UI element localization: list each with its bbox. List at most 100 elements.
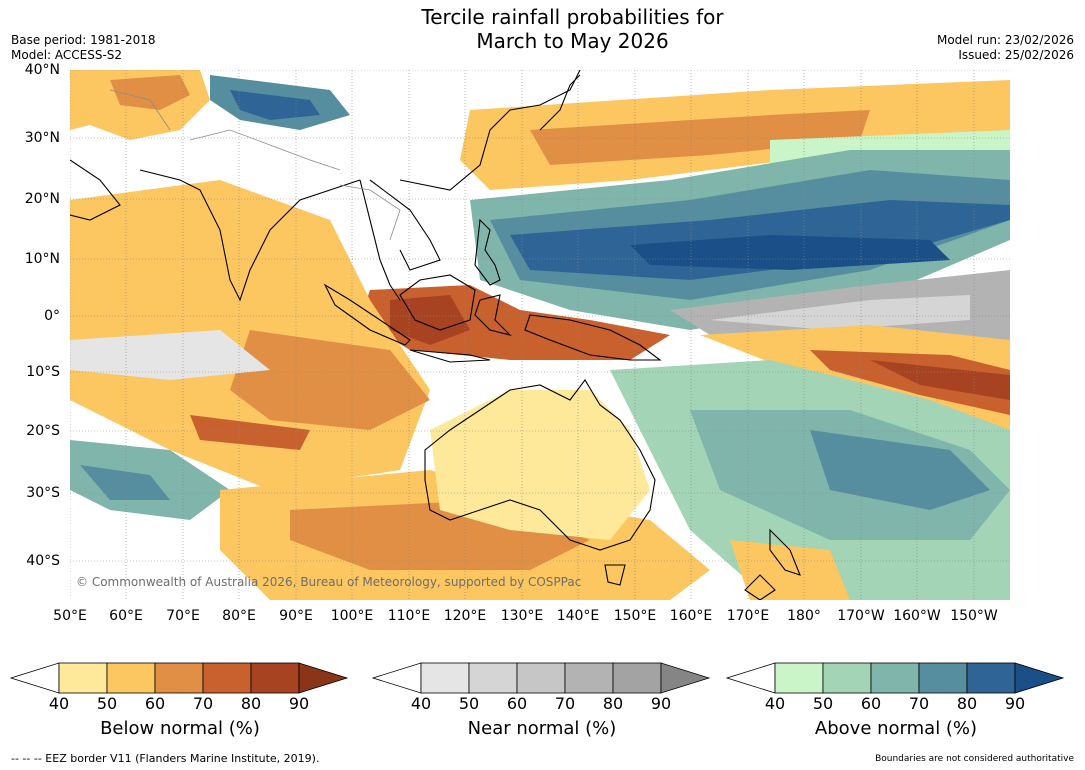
cb-above-tick-90: 90 bbox=[1004, 694, 1026, 713]
gridlines bbox=[70, 70, 1010, 600]
colorbar-above-segment bbox=[966, 662, 1016, 694]
colorbar-near bbox=[371, 662, 712, 694]
border-iran bbox=[109, 89, 171, 131]
lon-tick-90e: 90°E bbox=[279, 608, 313, 624]
colorbar-below-extend-high bbox=[298, 662, 349, 694]
lon-tick-120e: 120°E bbox=[443, 608, 487, 624]
lon-tick-80e: 80°E bbox=[222, 608, 256, 624]
colorbar-below bbox=[9, 662, 350, 694]
lon-tick-160e: 160°E bbox=[669, 608, 713, 624]
map-svg bbox=[70, 70, 1010, 600]
colorbar-above-segment bbox=[822, 662, 872, 694]
coast-arabia bbox=[70, 159, 121, 221]
lat-tick-10n: 10°N bbox=[24, 251, 60, 267]
coast-new-guinea bbox=[524, 314, 662, 361]
field-australia-light bbox=[430, 390, 650, 540]
coast-borneo bbox=[399, 274, 476, 331]
field-below-spcz-dark bbox=[810, 350, 1010, 415]
coastlines bbox=[70, 70, 801, 600]
colorbar-above-extend-low bbox=[725, 662, 776, 694]
colorbar-near-extend-low bbox=[371, 662, 422, 694]
field-above-south-indian-mid bbox=[80, 465, 170, 500]
field-below-maritime-dark bbox=[390, 295, 470, 345]
colorbar-below-segment bbox=[202, 662, 252, 694]
colorbar-above-svg bbox=[725, 662, 1065, 694]
colorbar-near-segment bbox=[516, 662, 566, 694]
cb-near-tick-60: 60 bbox=[506, 694, 528, 713]
boundaries-disclaimer: Boundaries are not considered authoritat… bbox=[875, 754, 1074, 764]
title-line-1: Tercile rainfall probabilities for bbox=[421, 5, 724, 29]
coast-philippines bbox=[474, 218, 501, 286]
field-near-equator-light bbox=[710, 295, 970, 330]
colorbar-above-extend-high bbox=[1014, 662, 1065, 694]
cb-below-tick-60: 60 bbox=[144, 694, 166, 713]
lat-tick-0: 0° bbox=[44, 308, 60, 324]
colorbar-below-segment bbox=[250, 662, 300, 694]
lon-tick-110e: 110°E bbox=[387, 608, 431, 624]
copyright-note: © Commonwealth of Australia 2026, Bureau… bbox=[76, 575, 582, 589]
cb-above-label: Above normal (%) bbox=[814, 718, 978, 739]
cb-near-tick-70: 70 bbox=[554, 694, 576, 713]
coast-sumatra bbox=[323, 283, 411, 346]
cb-above-tick-70: 70 bbox=[908, 694, 930, 713]
cb-near-tick-50: 50 bbox=[458, 694, 480, 713]
cb-below-tick-40: 40 bbox=[48, 694, 70, 713]
cb-below-label: Below normal (%) bbox=[100, 718, 260, 739]
coast-sulawesi bbox=[474, 294, 512, 337]
colorbar-above bbox=[725, 662, 1066, 694]
probability-fields bbox=[70, 70, 1010, 600]
lat-tick-40s: 40°S bbox=[26, 553, 60, 569]
lon-tick-140e: 140°E bbox=[556, 608, 600, 624]
colorbar-near-extend-high bbox=[660, 662, 711, 694]
field-near-indian bbox=[70, 330, 270, 380]
cb-near-label: Near normal (%) bbox=[467, 718, 617, 739]
field-below-north-band-dark bbox=[530, 110, 870, 165]
lat-tick-20n: 20°N bbox=[24, 191, 60, 207]
border-lines bbox=[109, 89, 401, 241]
cb-near-tick-90: 90 bbox=[650, 694, 672, 713]
lon-tick-60e: 60°E bbox=[109, 608, 143, 624]
map-title: Tercile rainfall probabilities for March… bbox=[60, 5, 1085, 53]
coast-india bbox=[139, 169, 361, 302]
issued-date: Issued: 25/02/2026 bbox=[958, 48, 1074, 62]
coast-java bbox=[409, 349, 491, 363]
cb-near-tick-80: 80 bbox=[602, 694, 624, 713]
coast-tasmania bbox=[604, 564, 626, 586]
probability-map bbox=[70, 70, 1010, 600]
eez-border-note: -- -- -- EEZ border V11 (Flanders Marine… bbox=[11, 752, 320, 765]
cb-above-tick-40: 40 bbox=[764, 694, 786, 713]
title-block: Tercile rainfall probabilities for March… bbox=[0, 0, 1085, 53]
field-above-sw-pacific-dark bbox=[810, 430, 990, 510]
lon-tick-170e: 170°E bbox=[726, 608, 770, 624]
title-line-2: March to May 2026 bbox=[476, 29, 669, 53]
lat-tick-40n: 40°N bbox=[24, 62, 60, 78]
colorbar-below-svg bbox=[9, 662, 349, 694]
cb-below-tick-70: 70 bbox=[192, 694, 214, 713]
cb-below-tick-50: 50 bbox=[96, 694, 118, 713]
colorbar-near-segment bbox=[468, 662, 518, 694]
lon-tick-70e: 70°E bbox=[166, 608, 200, 624]
lat-tick-30s: 30°S bbox=[26, 485, 60, 501]
field-above-himalaya-dark bbox=[230, 90, 320, 120]
colorbar-above-segment bbox=[774, 662, 824, 694]
lon-tick-150w: 150°W bbox=[950, 608, 998, 624]
cb-above-tick-60: 60 bbox=[860, 694, 882, 713]
model-info: Base period: 1981-2018 Model: ACCESS-S2 bbox=[11, 33, 156, 63]
colorbar-below-segment bbox=[154, 662, 204, 694]
colorbar-near-segment bbox=[420, 662, 470, 694]
lat-tick-20s: 20°S bbox=[26, 423, 60, 439]
field-below-indian-dark bbox=[230, 330, 430, 430]
border-india-nepal bbox=[189, 129, 341, 171]
lon-tick-150e: 150°E bbox=[613, 608, 657, 624]
coast-new-zealand bbox=[744, 528, 801, 600]
colorbar-above-segment bbox=[918, 662, 968, 694]
lon-tick-180: 180° bbox=[787, 608, 821, 624]
base-period: Base period: 1981-2018 bbox=[11, 33, 156, 47]
coast-japan bbox=[539, 74, 581, 131]
cb-above-tick-80: 80 bbox=[956, 694, 978, 713]
lat-tick-30n: 30°N bbox=[24, 130, 60, 146]
field-below-indian-core bbox=[190, 415, 310, 450]
colorbar-below-segment bbox=[58, 662, 108, 694]
cb-above-tick-50: 50 bbox=[812, 694, 834, 713]
coast-se-asia bbox=[359, 179, 441, 301]
